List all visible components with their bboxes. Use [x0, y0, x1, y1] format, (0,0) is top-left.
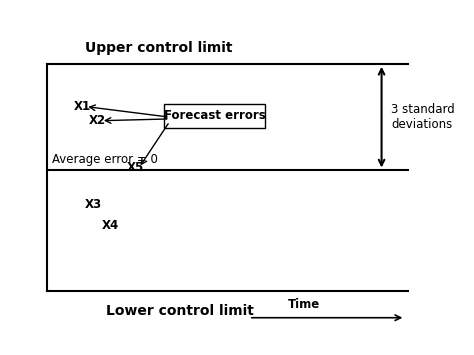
Text: X4: X4 [102, 219, 119, 232]
Text: X1: X1 [73, 100, 91, 113]
Text: X2: X2 [89, 114, 106, 127]
Text: X5: X5 [127, 162, 144, 174]
Text: Time: Time [287, 298, 320, 311]
Text: Upper control limit: Upper control limit [85, 41, 233, 55]
FancyBboxPatch shape [164, 104, 265, 128]
Text: 3 standard
deviations: 3 standard deviations [391, 103, 455, 131]
Text: Forecast errors: Forecast errors [164, 109, 265, 122]
Text: Average error = 0: Average error = 0 [52, 153, 158, 166]
Text: X3: X3 [84, 198, 101, 211]
Text: Lower control limit: Lower control limit [106, 304, 254, 317]
